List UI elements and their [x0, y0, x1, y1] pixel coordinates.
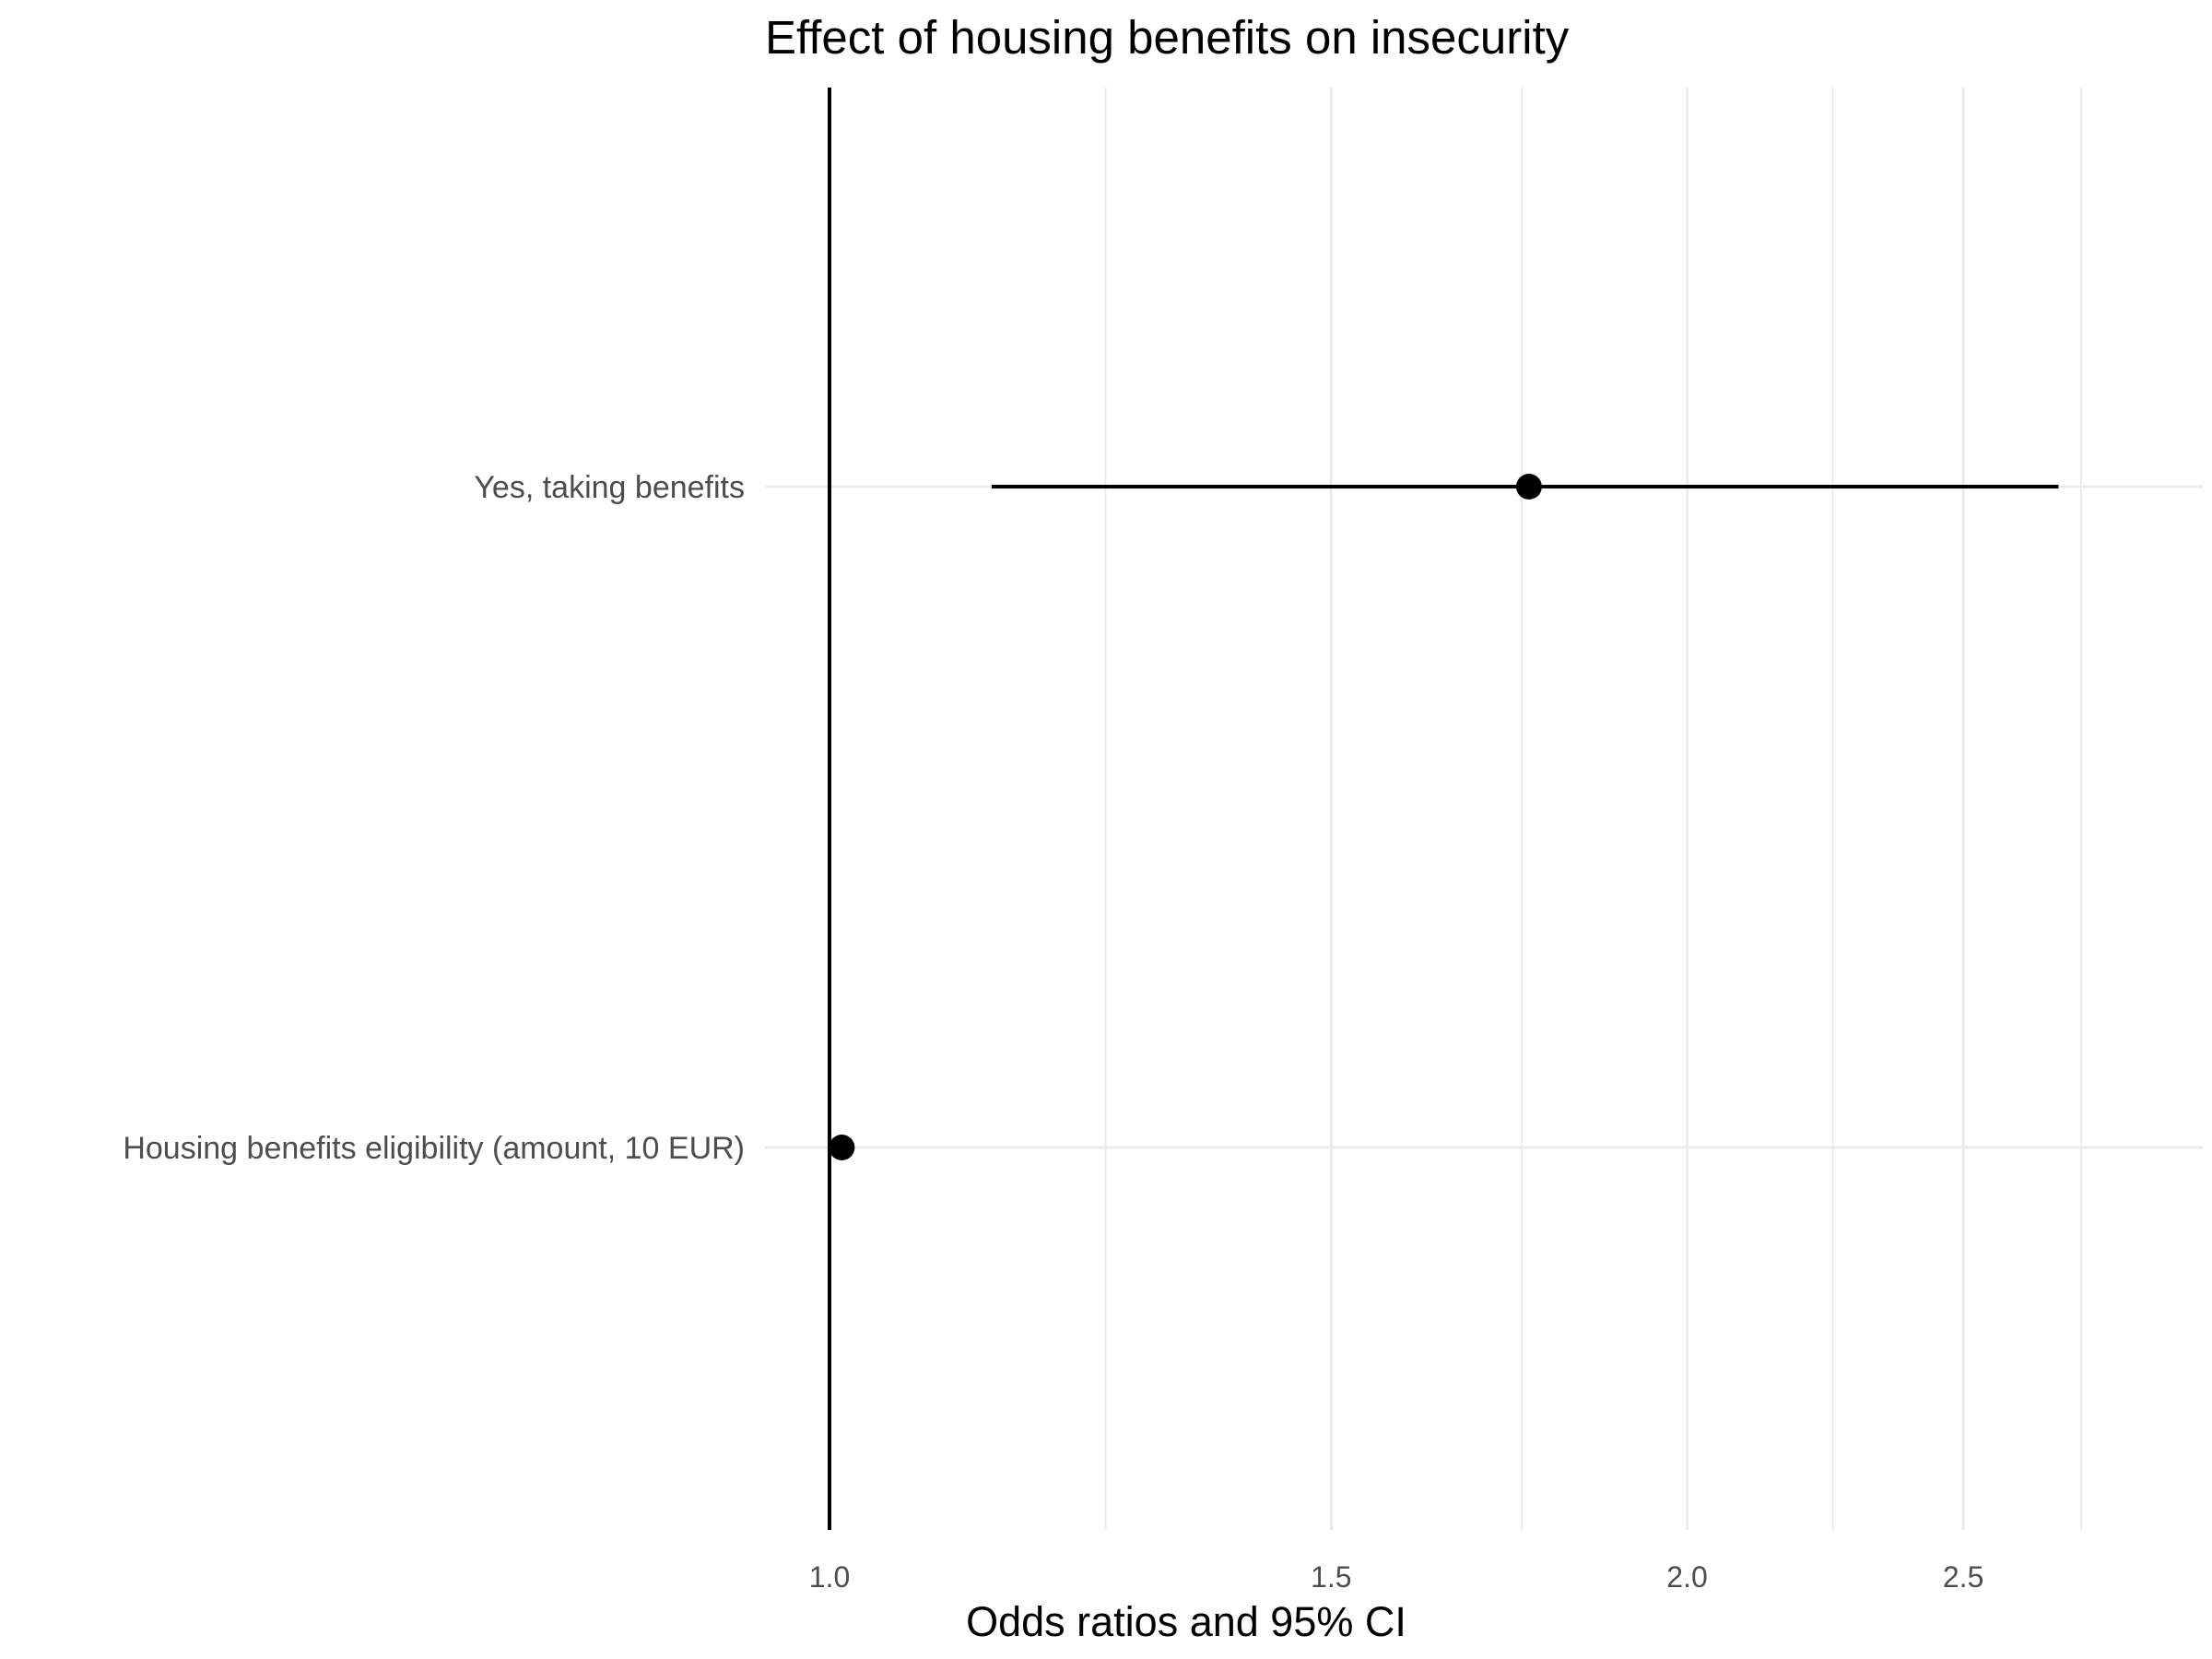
x-tick-labels: 1.0 1.5 2.0 2.5 — [809, 1560, 1984, 1594]
y-category-label: Yes, taking benefits — [474, 470, 745, 505]
x-tick-label: 1.5 — [1311, 1560, 1351, 1594]
y-category-labels: Yes, taking benefits Housing benefits eli… — [123, 470, 745, 1166]
x-tick-label: 2.0 — [1666, 1560, 1707, 1594]
y-category-label: Housing benefits eligibility (amount, 10… — [123, 1131, 745, 1166]
x-tick-label: 1.0 — [809, 1560, 850, 1594]
chart-title: Effect of housing benefits on insecurity — [765, 11, 1570, 64]
x-axis-title: Odds ratios and 95% CI — [966, 1598, 1406, 1645]
x-tick-label: 2.5 — [1943, 1560, 1983, 1594]
marks — [829, 474, 2059, 1160]
grid — [765, 88, 2203, 1530]
point-estimate — [1515, 474, 1542, 500]
point-estimate — [829, 1135, 855, 1160]
